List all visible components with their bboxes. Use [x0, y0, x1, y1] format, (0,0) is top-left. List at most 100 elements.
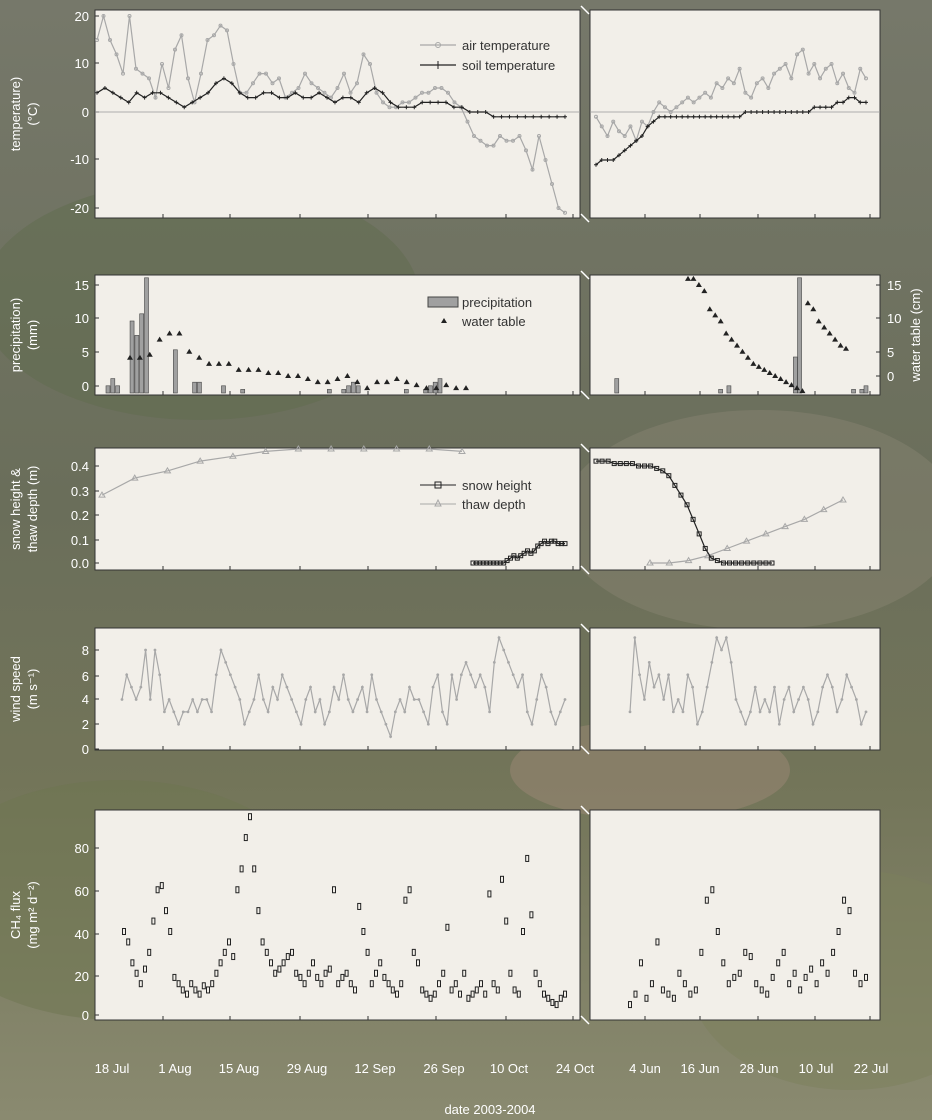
ch4-flux-point	[361, 928, 366, 935]
y-tick-label: 0.0	[71, 556, 89, 571]
ch4-flux-point	[660, 986, 665, 994]
thaw-depth-point	[646, 559, 654, 566]
soil-temperature-point	[404, 105, 409, 110]
air-temperature-point	[381, 100, 385, 105]
ch4-flux-point	[853, 969, 858, 977]
soil-temperature-point	[674, 114, 679, 119]
air-temperature-point	[251, 81, 255, 86]
x-tick-labels: 18 Jul 1 Aug 15 Aug 29 Aug 12 Sep 26 Sep 10 Oc…	[95, 1061, 889, 1076]
soil-temperature-point	[818, 105, 823, 110]
ch4-flux-point	[164, 907, 168, 915]
y-tick-label: 0	[82, 742, 89, 757]
air-temperature-point	[342, 71, 346, 76]
panel-0-break-mark-bottom	[580, 213, 590, 223]
air-temperature-point	[316, 86, 320, 90]
ch4-flux-point	[348, 980, 353, 988]
wind-speed-point	[356, 698, 360, 701]
wind-speed-point	[346, 698, 350, 701]
soil-temperature-point	[95, 90, 99, 95]
wind-speed-point	[375, 698, 378, 701]
wind-speed-point	[412, 698, 416, 701]
ch4-flux-point	[306, 969, 311, 977]
precipitation-bar	[327, 389, 332, 394]
wind-speed-point	[787, 685, 791, 689]
wind-speed-point	[652, 685, 656, 689]
air-temperature-point	[594, 114, 598, 119]
water-table-point	[324, 379, 331, 385]
soil-temperature-point	[858, 100, 863, 105]
wind-speed-point	[233, 685, 237, 689]
thaw-depth-line-right	[650, 499, 844, 564]
soil-temperature-point	[823, 105, 828, 110]
soil-temperature-point	[563, 114, 567, 119]
snow-height-point	[548, 538, 554, 544]
legend-air-marker	[435, 42, 441, 48]
wind-speed-point	[638, 673, 642, 677]
soil-temperature-point	[515, 114, 520, 119]
ch4-flux-point	[732, 973, 737, 981]
wind-speed-point	[337, 698, 341, 701]
water-table-point	[712, 312, 719, 318]
ch4-flux-point	[285, 953, 290, 961]
precipitation-bar	[851, 389, 856, 394]
ch4-flux-point	[737, 969, 742, 977]
ch4-flux-point	[671, 994, 676, 1002]
wind-speed-point	[676, 698, 680, 701]
soil-temperature-point	[150, 90, 155, 95]
ch4-flux-point	[180, 986, 185, 994]
y-tick-label: 2	[82, 717, 89, 732]
y-axis-label: (mg m² d⁻²)	[25, 881, 40, 949]
y-tick-label: 6	[82, 669, 89, 684]
water-table-point	[810, 306, 817, 312]
air-temperature-point	[413, 95, 418, 100]
air-temperature-point	[749, 95, 754, 100]
air-temperature-point	[691, 100, 696, 105]
wind-speed-point	[120, 698, 124, 701]
wind-speed-point	[782, 698, 786, 701]
ch4-flux-point	[803, 973, 808, 981]
water-table-point	[146, 351, 153, 357]
ch4-flux-point	[814, 980, 819, 988]
snow-height-point	[751, 560, 757, 566]
wind-speed-point	[139, 685, 143, 689]
water-table-point	[285, 373, 292, 378]
snow-height-point	[559, 541, 565, 547]
ch4-flux-point	[836, 928, 841, 935]
ch4-flux-point	[474, 986, 479, 994]
soil-temperature-point	[475, 110, 480, 114]
panel-1-break-mark-bottom	[580, 390, 590, 400]
soil-temperature-point	[261, 90, 266, 95]
wind-speed-point	[826, 673, 829, 677]
ch4-flux-point	[765, 990, 770, 998]
legend-watertable-marker	[441, 318, 447, 323]
air-temperature-point	[789, 76, 794, 81]
soil-temperature-point	[783, 110, 788, 114]
air-temperature-point	[407, 100, 411, 105]
ch4-flux-point	[172, 973, 177, 981]
air-temperature-point	[823, 66, 828, 71]
wind-speed-point	[309, 685, 312, 689]
y-axis-label: (m s⁻¹)	[25, 669, 40, 710]
y-tick-label: -20	[70, 201, 89, 216]
wind-speed-point	[441, 710, 444, 714]
x-tick-label: 12 Sep	[354, 1061, 395, 1076]
air-temperature-point	[361, 52, 366, 57]
ch4-flux-point	[185, 990, 189, 998]
wind-speed-point	[507, 660, 510, 664]
y-axis-label: thaw depth (m)	[25, 466, 40, 553]
snow-height-point	[470, 560, 476, 566]
ch4-flux-point	[721, 959, 726, 967]
soil-temperature-point	[396, 105, 401, 110]
ch4-flux-point	[688, 990, 693, 998]
ch4-flux-point	[218, 959, 223, 967]
ch4-flux-point	[638, 959, 643, 967]
wind-speed-point	[540, 673, 543, 677]
ch4-flux-point	[521, 928, 525, 935]
water-table-axis: 15 10 5 0 water table (cm)	[876, 278, 923, 384]
wind-speed-point	[773, 685, 776, 689]
y-tick-label: 4	[82, 692, 89, 707]
soil-temperature-point	[412, 105, 417, 110]
air-temperature-point	[160, 62, 164, 66]
x-tick-label: 10 Oct	[490, 1061, 529, 1076]
wind-speed-point	[299, 722, 303, 726]
